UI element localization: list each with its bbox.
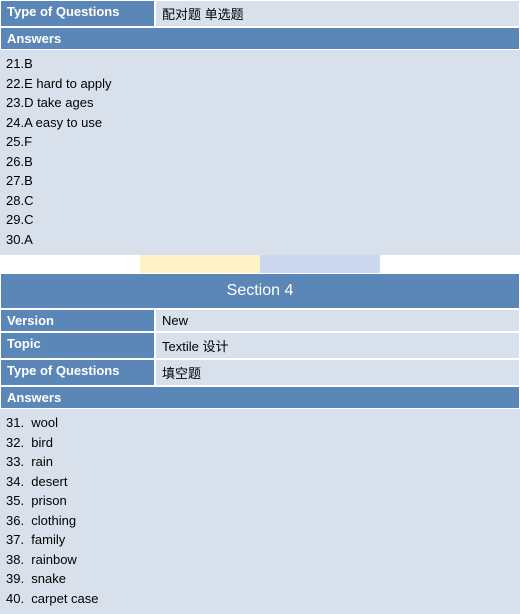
answers-body-upper: 21.B22.E hard to apply23.D take ages24.A… <box>0 50 520 255</box>
answer-line: 38. rainbow <box>6 550 514 570</box>
topic-label: Topic <box>0 332 155 359</box>
lower-type-row: Type of Questions 填空题 <box>0 359 520 386</box>
answer-line: 40. carpet case <box>6 589 514 609</box>
answers-body-lower: 31. wool32. bird33. rain34. desert35. pr… <box>0 409 520 614</box>
type-of-questions-value-lower: 填空题 <box>155 359 520 386</box>
answer-line: 26.B <box>6 152 514 172</box>
gap-blue <box>260 255 380 273</box>
answers-header-lower: Answers <box>0 386 520 409</box>
answer-line: 31. wool <box>6 413 514 433</box>
gap-yellow <box>140 255 260 273</box>
answer-line: 36. clothing <box>6 511 514 531</box>
answer-line: 21.B <box>6 54 514 74</box>
answer-line: 34. desert <box>6 472 514 492</box>
answer-line: 39. snake <box>6 569 514 589</box>
answer-line: 28.C <box>6 191 514 211</box>
answer-line: 25.F <box>6 132 514 152</box>
version-row: Version New <box>0 309 520 332</box>
topic-value: Textile 设计 <box>155 332 520 359</box>
lower-block: Version New Topic Textile 设计 Type of Que… <box>0 309 520 614</box>
answer-line: 22.E hard to apply <box>6 74 514 94</box>
section-banner: Section 4 <box>0 273 520 309</box>
separator-gap <box>0 255 520 273</box>
answer-line: 27.B <box>6 171 514 191</box>
version-label: Version <box>0 309 155 332</box>
upper-block: Type of Questions 配对题 单选题 Answers 21.B22… <box>0 0 520 255</box>
type-of-questions-label: Type of Questions <box>0 0 155 27</box>
type-of-questions-value: 配对题 单选题 <box>155 0 520 27</box>
upper-type-row: Type of Questions 配对题 单选题 <box>0 0 520 27</box>
version-value: New <box>155 309 520 332</box>
type-of-questions-label-lower: Type of Questions <box>0 359 155 386</box>
answer-line: 24.A easy to use <box>6 113 514 133</box>
answer-line: 33. rain <box>6 452 514 472</box>
answer-line: 23.D take ages <box>6 93 514 113</box>
answers-header-upper: Answers <box>0 27 520 50</box>
topic-row: Topic Textile 设计 <box>0 332 520 359</box>
answer-line: 37. family <box>6 530 514 550</box>
answer-line: 32. bird <box>6 433 514 453</box>
answer-line: 30.A <box>6 230 514 250</box>
answer-line: 29.C <box>6 210 514 230</box>
